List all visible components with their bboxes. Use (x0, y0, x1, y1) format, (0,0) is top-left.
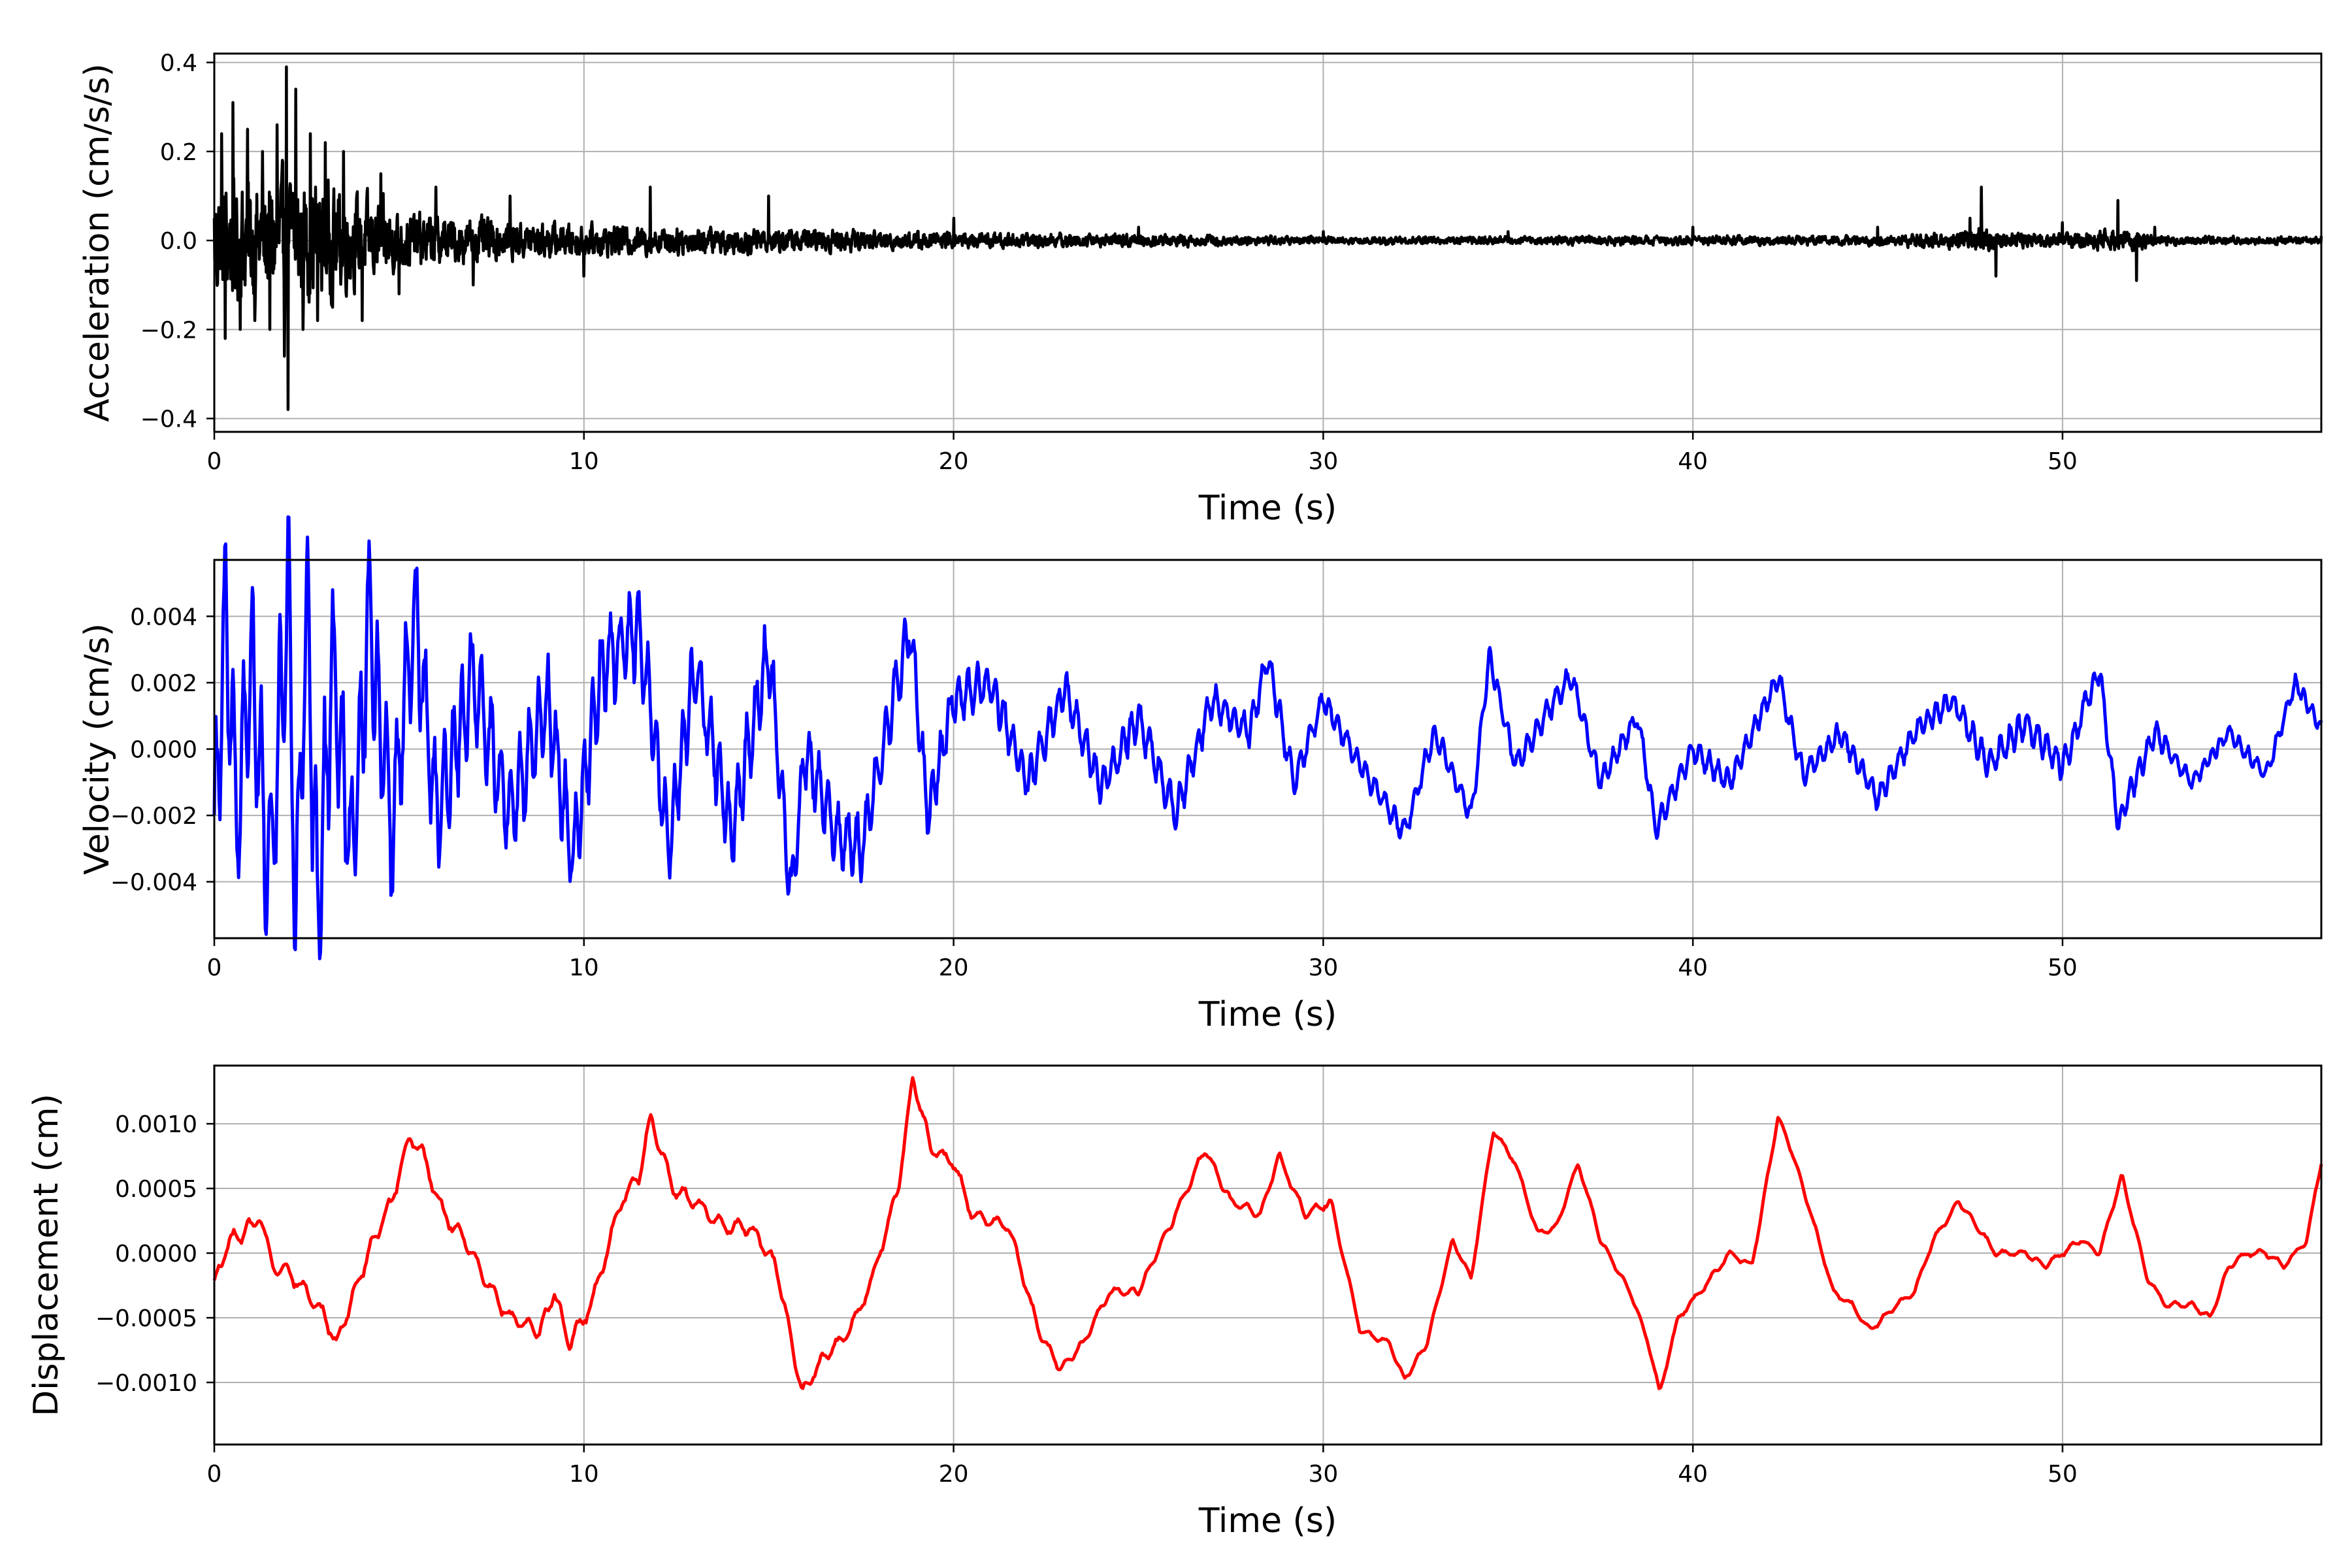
acceleration-y-tick-label: 0.0 (160, 228, 197, 255)
velocity-y-tick-label: 0.002 (130, 670, 197, 697)
acceleration-series (212, 65, 2323, 412)
displacement-y-tick-label: 0.0010 (115, 1111, 197, 1138)
velocity-y-tick-label: −0.002 (110, 803, 197, 830)
velocity-y-tick-label: 0.004 (130, 604, 197, 630)
displacement-x-tick-label: 50 (2048, 1461, 2078, 1488)
displacement-y-axis-label: Displacement (cm) (27, 1094, 66, 1416)
displacement-x-tick-label: 20 (939, 1461, 969, 1488)
velocity-ticks: 0 10 20 30 40 50 −0.004 −0.002 0.000 0.002 0.004 (110, 604, 2078, 981)
velocity-grid (214, 560, 2321, 938)
acceleration-series-line (212, 65, 2323, 412)
velocity-series (212, 515, 2323, 960)
velocity-x-tick-label: 30 (1308, 955, 1338, 981)
acceleration-x-tick-label: 20 (939, 448, 969, 475)
acceleration-x-axis-label: Time (s) (1198, 489, 1337, 528)
acceleration-x-tick-label: 10 (569, 448, 599, 475)
velocity-x-tick-label: 40 (1678, 955, 1708, 981)
displacement-y-tick-label: −0.0010 (95, 1370, 197, 1397)
acceleration-panel: 0 10 20 30 40 50 −0.4 −0.2 0.0 0.2 0.4 Time (s) Ac… (78, 50, 2323, 528)
velocity-series-line (212, 515, 2323, 960)
displacement-y-tick-label: 0.0000 (115, 1241, 197, 1267)
velocity-x-tick-label: 20 (939, 955, 969, 981)
displacement-x-tick-label: 10 (569, 1461, 599, 1488)
acceleration-axes-frame (213, 52, 2323, 433)
displacement-series (212, 1076, 2323, 1390)
velocity-y-tick-label: 0.000 (130, 737, 197, 764)
displacement-x-axis-label: Time (s) (1198, 1501, 1337, 1541)
acceleration-y-tick-label: 0.2 (160, 139, 197, 166)
acceleration-y-tick-label: 0.4 (160, 50, 197, 77)
displacement-x-tick-label: 30 (1308, 1461, 1338, 1488)
velocity-x-tick-label: 10 (569, 955, 599, 981)
displacement-y-tick-label: −0.0005 (95, 1305, 197, 1332)
velocity-panel: 0 10 20 30 40 50 −0.004 −0.002 0.000 0.002 0.004 T… (78, 515, 2323, 1034)
displacement-ticks: 0 10 20 30 40 50 −0.0010 −0.0005 0.0000 0.0005 0.0… (95, 1111, 2078, 1488)
acceleration-ticks: 0 10 20 30 40 50 −0.4 −0.2 0.0 0.2 0.4 (140, 50, 2078, 475)
acceleration-x-tick-label: 40 (1678, 448, 1708, 475)
displacement-panel: 0 10 20 30 40 50 −0.0010 −0.0005 0.0000 0.0005 0.0… (27, 1064, 2323, 1541)
displacement-x-tick-label: 40 (1678, 1461, 1708, 1488)
velocity-x-axis-label: Time (s) (1198, 995, 1337, 1034)
acceleration-x-tick-label: 30 (1308, 448, 1338, 475)
acceleration-y-axis-label: Acceleration (cm/s/s) (78, 63, 117, 422)
velocity-x-tick-label: 0 (207, 955, 222, 981)
displacement-axes-frame (213, 1064, 2323, 1446)
acceleration-y-tick-label: −0.4 (140, 406, 197, 433)
acceleration-y-tick-label: −0.2 (140, 317, 197, 344)
velocity-y-tick-label: −0.004 (110, 870, 197, 896)
velocity-x-tick-label: 50 (2048, 955, 2078, 981)
velocity-y-axis-label: Velocity (cm/s) (78, 623, 117, 875)
acceleration-x-tick-label: 0 (207, 448, 222, 475)
acceleration-x-tick-label: 50 (2048, 448, 2078, 475)
displacement-x-tick-label: 0 (207, 1461, 222, 1488)
displacement-y-tick-label: 0.0005 (115, 1176, 197, 1203)
displacement-series-line (212, 1076, 2323, 1390)
